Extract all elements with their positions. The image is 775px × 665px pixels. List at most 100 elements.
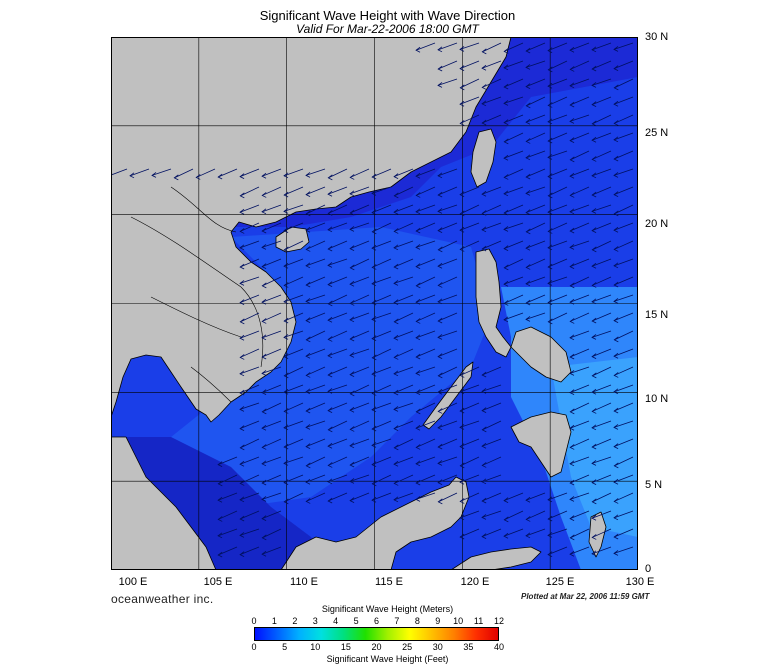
- wave-arrow-shaft: [482, 420, 502, 431]
- wave-arrow-shaft: [437, 330, 458, 338]
- wave-arrow-shaft: [349, 186, 370, 195]
- wave-arrow-head: [349, 478, 355, 484]
- wave-arrow-shaft: [239, 402, 260, 410]
- wave-arrow-shaft: [415, 294, 436, 303]
- wave-arrow-head: [547, 263, 553, 270]
- colorbar-meter-tick: 10: [453, 616, 464, 626]
- wave-arrow-head: [613, 84, 619, 91]
- wave-arrow-head: [371, 354, 377, 361]
- wave-arrow-head: [393, 208, 399, 215]
- wave-arrow-head: [283, 298, 289, 305]
- wave-arrow-head: [261, 550, 267, 557]
- land-hainan: [275, 226, 310, 253]
- wave-arrow-shaft: [548, 510, 568, 520]
- wave-arrow-head: [151, 172, 157, 178]
- wave-arrow-head: [503, 264, 509, 271]
- wave-arrow-shaft: [591, 546, 612, 555]
- wave-arrow-shaft: [218, 510, 238, 520]
- wave-arrow-shaft: [525, 186, 546, 194]
- wave-arrow-shaft: [503, 186, 524, 195]
- wave-arrow-shaft: [262, 438, 282, 448]
- wave-arrow-shaft: [371, 276, 392, 285]
- wave-arrow-shaft: [349, 276, 370, 285]
- wave-arrow-shaft: [261, 366, 282, 374]
- wave-arrow-head: [415, 282, 421, 289]
- wave-arrow-shaft: [503, 222, 524, 230]
- wave-arrow-shaft: [613, 222, 634, 231]
- wave-arrow-shaft: [350, 168, 370, 178]
- wave-arrow-head: [283, 334, 289, 340]
- colorbar-feet-tick: 15: [340, 642, 351, 652]
- wave-arrow-head: [349, 497, 355, 503]
- wave-arrow-head: [305, 298, 311, 304]
- wave-arrow-shaft: [438, 402, 458, 412]
- wave-arrow-shaft: [482, 204, 502, 214]
- wave-arrow-shaft: [393, 420, 414, 430]
- wave-arrow-head: [613, 136, 619, 143]
- wave-arrow-head: [547, 173, 553, 179]
- wave-arrow-head: [371, 390, 377, 396]
- wave-arrow-shaft: [481, 186, 502, 195]
- wave-arrow-head: [591, 408, 597, 414]
- wave-arrow-head: [283, 353, 289, 359]
- wave-arrow-shaft: [305, 222, 326, 231]
- wave-arrow-head: [261, 496, 267, 502]
- wave-arrow-shaft: [592, 366, 612, 377]
- wave-arrow-head: [591, 460, 597, 466]
- colorbar-feet-tick: 0: [251, 642, 257, 652]
- wave-arrow-shaft: [613, 312, 634, 322]
- wave-arrow-shaft: [614, 366, 634, 376]
- wave-arrow-head: [415, 192, 421, 198]
- wave-arrow-head: [349, 390, 355, 397]
- wave-arrow-shaft: [459, 60, 480, 70]
- wave-arrow-head: [371, 173, 377, 180]
- wave-arrow-shaft: [393, 402, 414, 410]
- wave-arrow-shaft: [570, 438, 590, 448]
- wave-arrow-shaft: [570, 60, 590, 70]
- wave-arrow-shaft: [239, 294, 260, 304]
- wave-arrow-shaft: [525, 150, 546, 159]
- wave-arrow-head: [591, 282, 597, 288]
- wave-arrow-shaft: [481, 222, 502, 231]
- wave-arrow-head: [371, 335, 377, 341]
- wave-arrow-head: [349, 174, 355, 180]
- wave-arrow-head: [503, 280, 509, 287]
- wave-arrow-head: [481, 84, 487, 90]
- wave-arrow-shaft: [591, 78, 612, 86]
- wave-arrow-head: [459, 443, 465, 449]
- wave-arrow-head: [239, 280, 245, 286]
- wave-arrow-head: [503, 497, 509, 503]
- wave-arrow-shaft: [482, 456, 502, 466]
- wave-arrow-shaft: [239, 546, 260, 556]
- wave-arrow-head: [525, 516, 531, 522]
- wave-arrow-head: [569, 370, 575, 376]
- wave-arrow-head: [437, 282, 443, 288]
- wave-arrow-shaft: [327, 276, 348, 286]
- wave-arrow-shaft: [569, 546, 590, 555]
- wave-arrow-shaft: [305, 186, 326, 196]
- wave-arrow-head: [305, 336, 311, 343]
- wave-arrow-head: [261, 408, 267, 415]
- wave-arrow-shaft: [569, 258, 590, 268]
- wave-arrow-shaft: [394, 222, 414, 232]
- wave-arrow-shaft: [569, 456, 590, 465]
- wave-arrow-shaft: [438, 276, 458, 286]
- wave-arrow-head: [415, 244, 421, 250]
- wave-arrow-head: [415, 460, 421, 467]
- wave-arrow-shaft: [416, 222, 436, 232]
- wave-arrow-head: [327, 352, 333, 359]
- wave-arrow-head: [239, 532, 245, 538]
- wave-arrow-shaft: [393, 456, 414, 465]
- wave-arrow-shaft: [460, 366, 480, 376]
- wave-arrow-shaft: [283, 204, 304, 212]
- wave-arrow-shaft: [503, 60, 524, 69]
- wave-arrow-head: [415, 172, 421, 179]
- colorbar-meter-tick: 9: [435, 616, 441, 626]
- wave-arrow-head: [437, 388, 443, 395]
- wave-arrow-shaft: [283, 222, 304, 232]
- wave-arrow-head: [239, 551, 245, 557]
- wave-arrow-shaft: [459, 186, 480, 196]
- wave-arrow-shaft: [327, 402, 348, 412]
- wave-arrow-head: [393, 389, 399, 396]
- wave-arrow-shaft: [570, 402, 590, 413]
